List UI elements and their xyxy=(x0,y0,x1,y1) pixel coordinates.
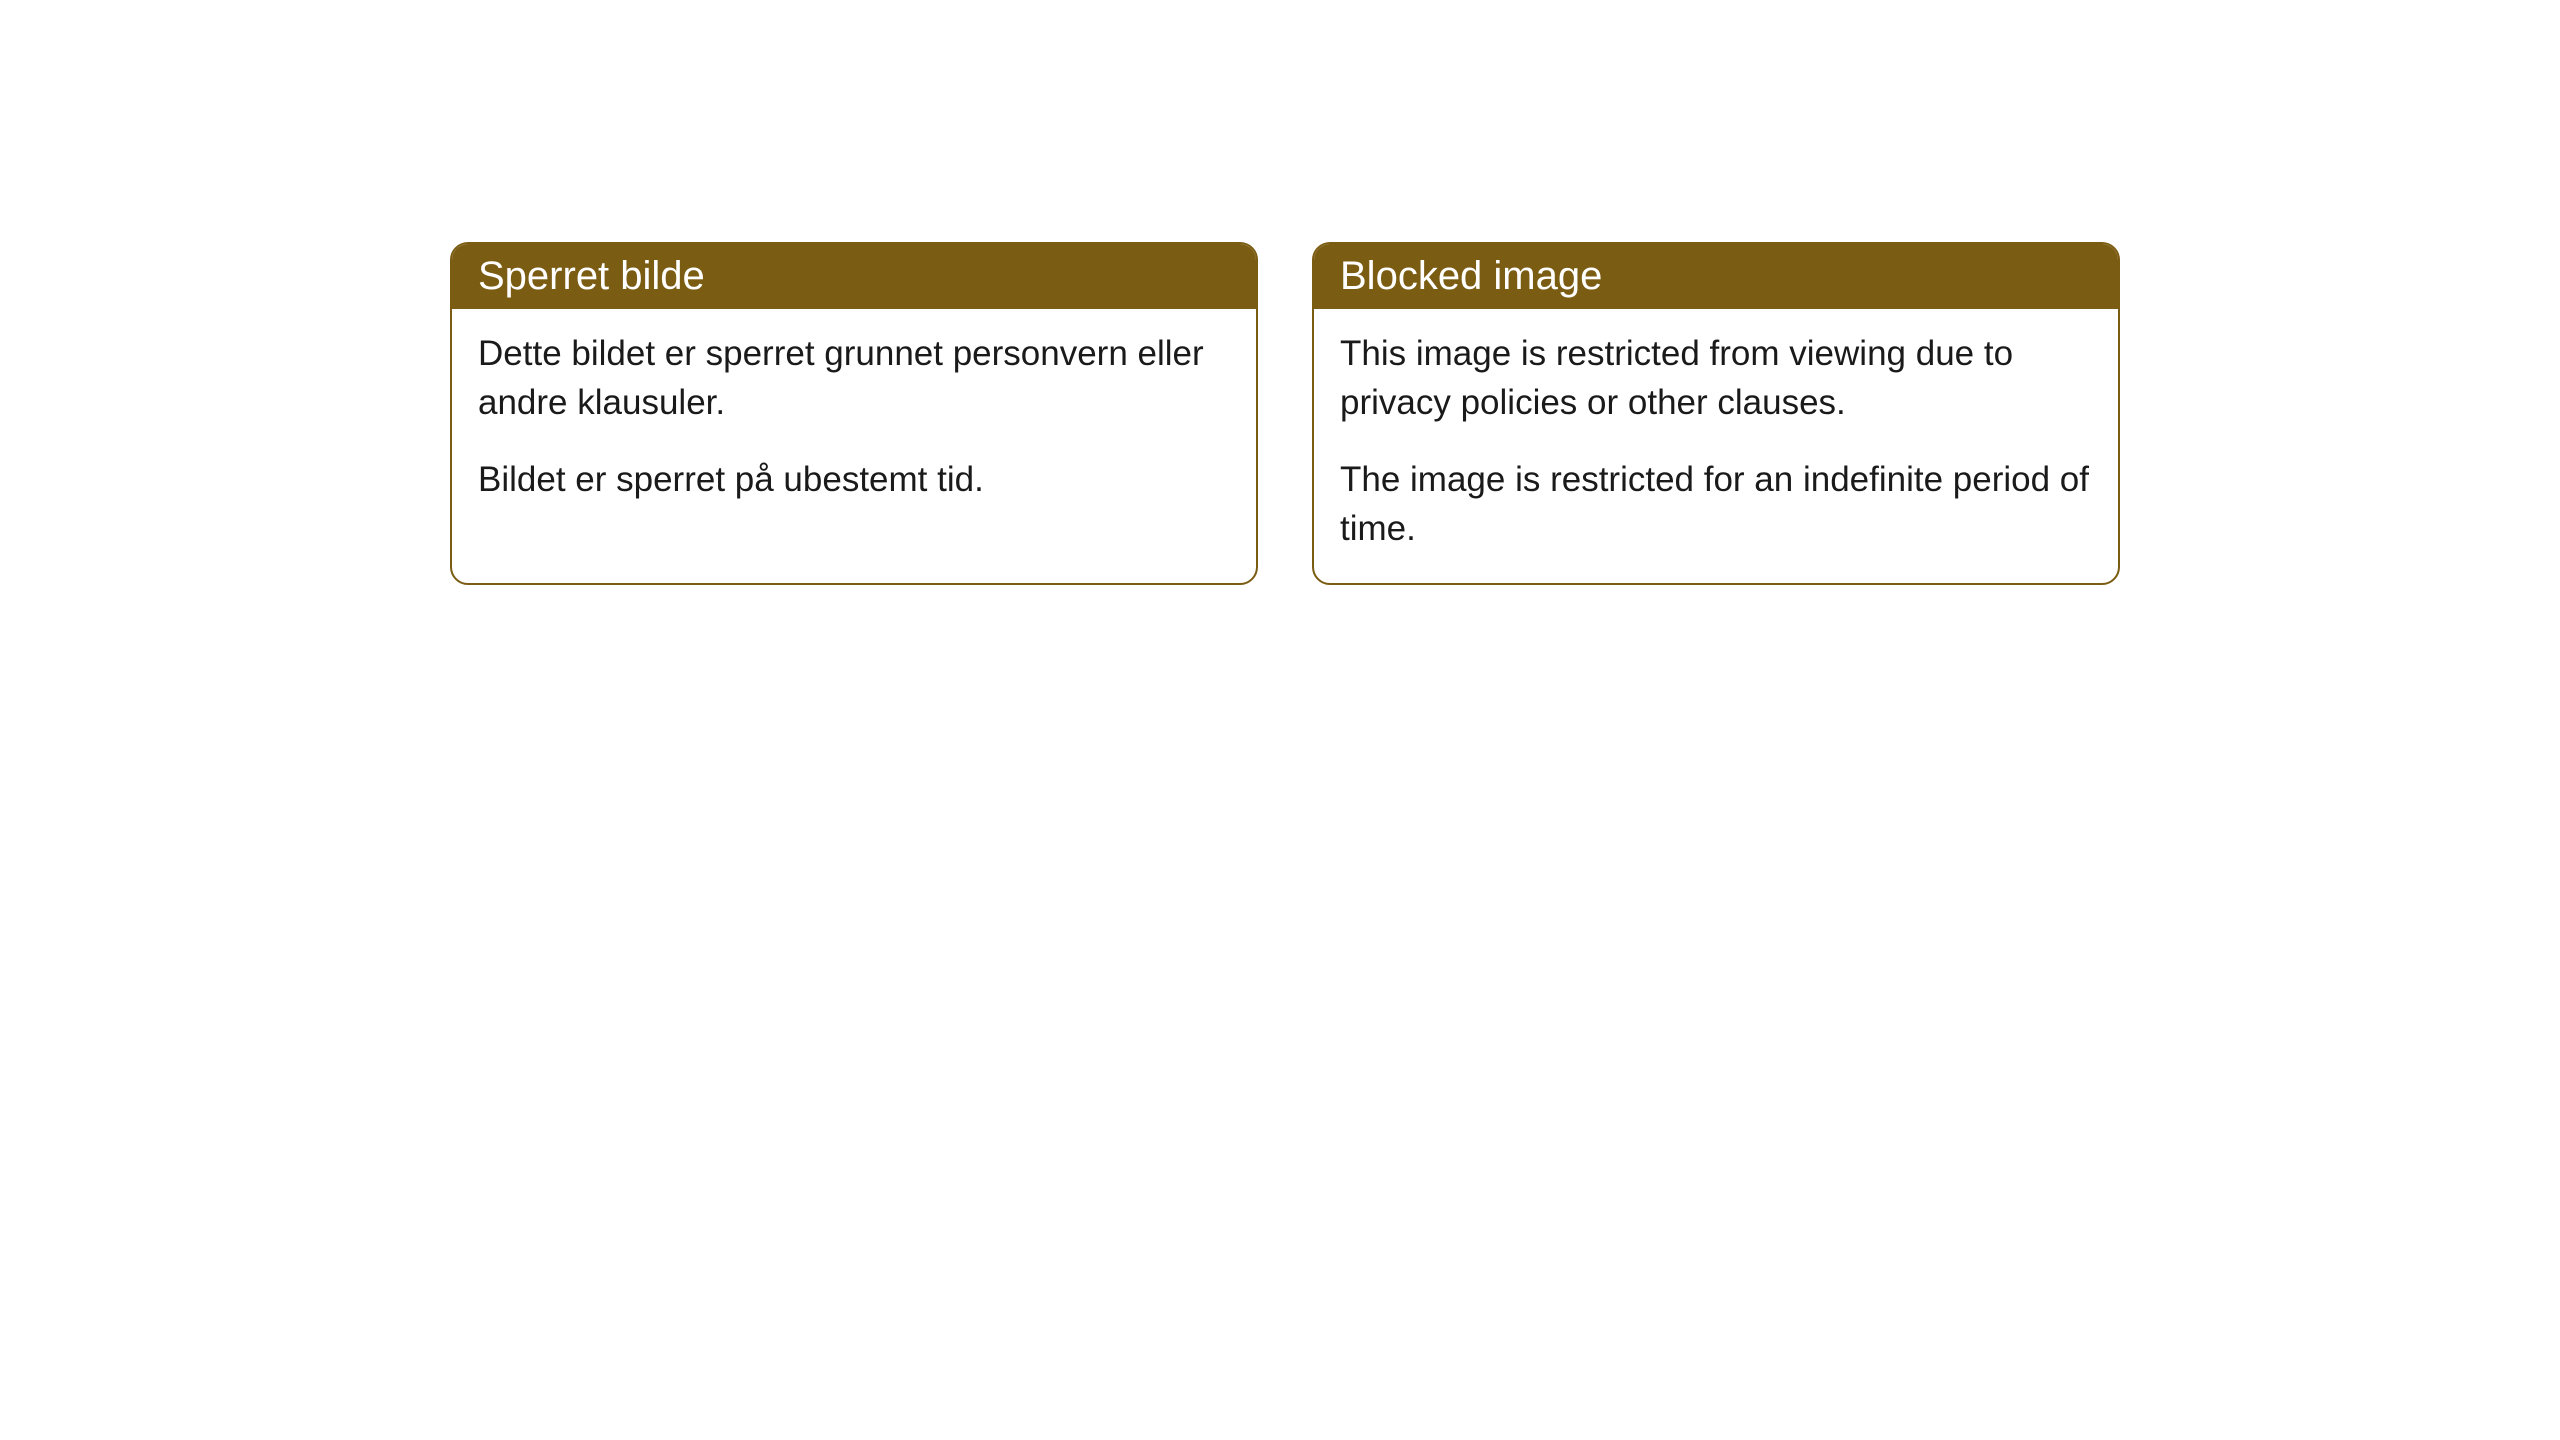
notice-header-norwegian: Sperret bilde xyxy=(452,244,1256,309)
notice-container: Sperret bilde Dette bildet er sperret gr… xyxy=(0,0,2560,585)
notice-text-norwegian-1: Dette bildet er sperret grunnet personve… xyxy=(478,329,1230,427)
notice-text-norwegian-2: Bildet er sperret på ubestemt tid. xyxy=(478,455,1230,504)
notice-header-english: Blocked image xyxy=(1314,244,2118,309)
notice-body-norwegian: Dette bildet er sperret grunnet personve… xyxy=(452,309,1256,534)
notice-title-norwegian: Sperret bilde xyxy=(478,254,705,298)
notice-title-english: Blocked image xyxy=(1340,254,1602,298)
notice-card-english: Blocked image This image is restricted f… xyxy=(1312,242,2120,585)
notice-body-english: This image is restricted from viewing du… xyxy=(1314,309,2118,583)
notice-text-english-2: The image is restricted for an indefinit… xyxy=(1340,455,2092,553)
notice-text-english-1: This image is restricted from viewing du… xyxy=(1340,329,2092,427)
notice-card-norwegian: Sperret bilde Dette bildet er sperret gr… xyxy=(450,242,1258,585)
